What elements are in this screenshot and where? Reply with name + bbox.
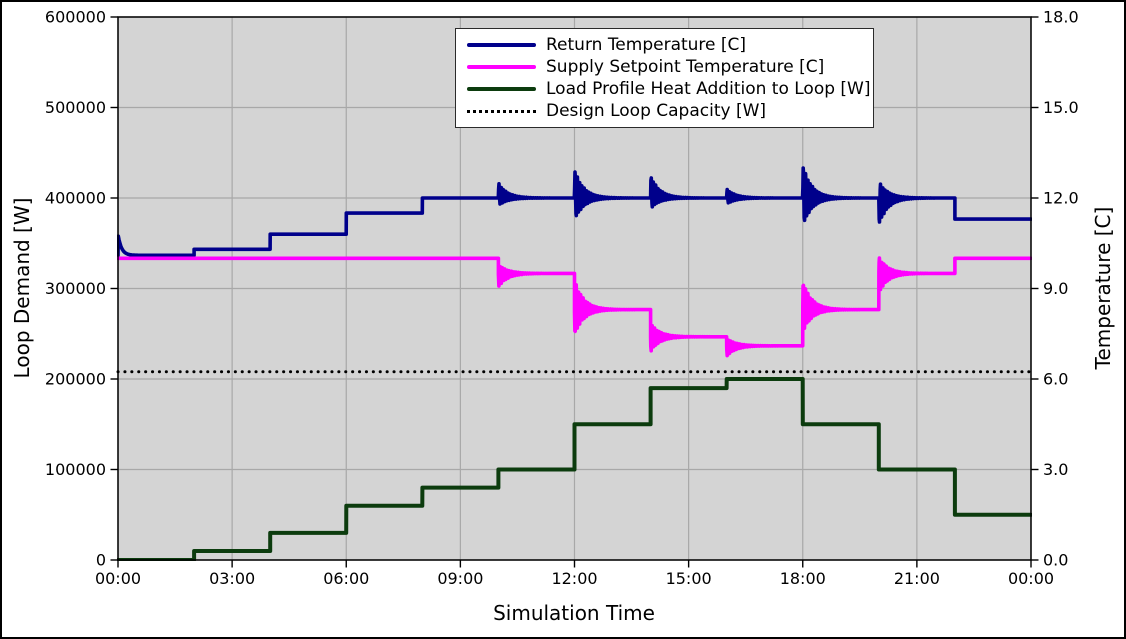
right-tick-label: 0.0 xyxy=(1043,551,1068,570)
legend-label: Return Temperature [C] xyxy=(546,34,747,55)
x-tick-label: 15:00 xyxy=(666,569,712,588)
x-tick-label: 21:00 xyxy=(894,569,940,588)
plot-frame xyxy=(117,16,1032,561)
x-axis-label: Simulation Time xyxy=(493,601,655,625)
legend-line-sample-load-profile xyxy=(467,87,536,91)
right-tick-label: 15.0 xyxy=(1043,98,1079,117)
x-tick-label: 00:00 xyxy=(1008,569,1054,588)
legend-label: Design Loop Capacity [W] xyxy=(546,100,767,121)
y-axis-label-right: Temperature [C] xyxy=(1091,206,1115,370)
left-tick-label: 500000 xyxy=(45,98,106,117)
right-tick-label: 12.0 xyxy=(1043,189,1079,208)
legend-label: Supply Setpoint Temperature [C] xyxy=(546,56,825,77)
legend-line-sample-supply-setpoint xyxy=(467,65,536,69)
left-tick-label: 600000 xyxy=(45,8,106,27)
legend-entry: Load Profile Heat Addition to Loop [W] xyxy=(456,78,873,100)
left-tick-label: 400000 xyxy=(45,189,106,208)
legend-entry: Return Temperature [C] xyxy=(456,34,873,56)
legend-entry: Design Loop Capacity [W] xyxy=(456,100,873,122)
x-tick-label: 00:00 xyxy=(95,569,141,588)
left-tick-label: 300000 xyxy=(45,279,106,298)
left-tick-label: 0 xyxy=(96,551,106,570)
legend: Return Temperature [C] Supply Setpoint T… xyxy=(455,28,874,128)
right-tick-label: 9.0 xyxy=(1043,279,1068,298)
y-axis-label-left: Loop Demand [W] xyxy=(10,197,34,379)
legend-line-sample-return-temperature xyxy=(467,43,536,47)
x-tick-label: 06:00 xyxy=(323,569,369,588)
legend-line-sample-design-capacity xyxy=(467,109,536,113)
left-tick-label: 200000 xyxy=(45,370,106,389)
x-tick-label: 18:00 xyxy=(780,569,826,588)
right-tick-label: 3.0 xyxy=(1043,460,1068,479)
right-tick-label: 6.0 xyxy=(1043,370,1068,389)
series-line-supply-setpoint-temperature-c- xyxy=(117,256,1032,358)
series-line-return-temperature-c- xyxy=(117,166,1032,258)
x-tick-label: 03:00 xyxy=(209,569,255,588)
left-tick-label: 100000 xyxy=(45,460,106,479)
legend-label: Load Profile Heat Addition to Loop [W] xyxy=(546,78,871,99)
legend-entry: Supply Setpoint Temperature [C] xyxy=(456,56,873,78)
x-tick-label: 12:00 xyxy=(551,569,597,588)
right-tick-label: 18.0 xyxy=(1043,8,1079,27)
x-tick-label: 09:00 xyxy=(437,569,483,588)
series-line-load-profile-heat-addition-to-loop-w- xyxy=(117,377,1032,561)
